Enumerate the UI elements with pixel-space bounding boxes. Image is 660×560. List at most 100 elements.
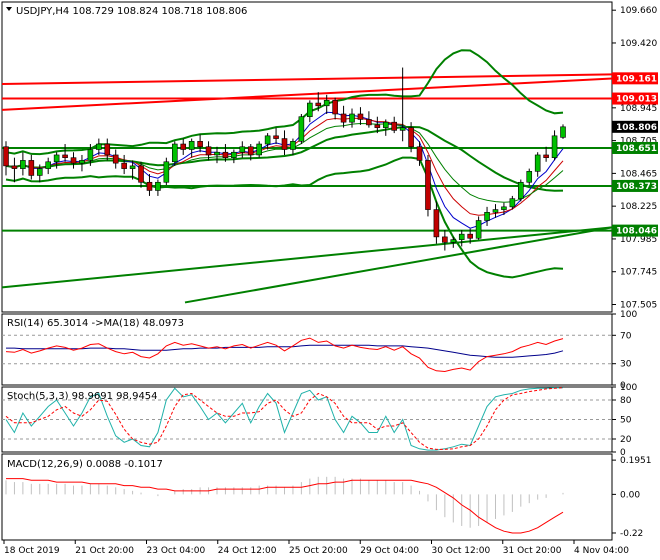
candle-body bbox=[450, 239, 457, 243]
price-tick-label: 108.225 bbox=[620, 202, 657, 212]
candle-body bbox=[475, 220, 482, 239]
macd-tick-label: 0.00 bbox=[620, 490, 640, 500]
candle-body bbox=[231, 151, 237, 158]
candle-body bbox=[222, 151, 229, 158]
candle-body bbox=[551, 135, 558, 158]
macd-panel: 0.1951 0.00 -0.22 bbox=[5, 456, 652, 539]
price-tick-label: 107.505 bbox=[620, 300, 657, 310]
price-label-text: 108.806 bbox=[616, 123, 657, 133]
candle-body bbox=[87, 149, 94, 161]
macd-tick-label: 0.1951 bbox=[620, 456, 652, 466]
trend-line bbox=[184, 226, 613, 304]
candle-body bbox=[492, 209, 499, 213]
x-tick-label: 31 Oct 20:00 bbox=[503, 546, 562, 556]
x-tick-label: 25 Oct 20:00 bbox=[289, 546, 348, 556]
candle-body bbox=[501, 206, 507, 210]
candle-body bbox=[3, 146, 9, 167]
symbol-dropdown-icon[interactable] bbox=[6, 7, 12, 11]
candle-body bbox=[298, 116, 305, 142]
stoch-frame bbox=[1, 386, 613, 453]
main-header: USDJPY,H4 108.729 108.824 108.718 108.80… bbox=[16, 6, 247, 17]
candle-body bbox=[45, 161, 51, 169]
price-label-box bbox=[612, 141, 658, 154]
candle-body bbox=[518, 181, 524, 199]
candle-body bbox=[484, 212, 490, 221]
price-label-text: 108.046 bbox=[616, 227, 657, 237]
candle-body bbox=[458, 233, 465, 240]
candle-body bbox=[374, 124, 381, 128]
candle-body bbox=[332, 100, 338, 115]
candle-body bbox=[256, 143, 262, 156]
candle-body bbox=[290, 140, 296, 150]
price-tick-label: 108.465 bbox=[620, 169, 657, 179]
candle-body bbox=[36, 168, 43, 176]
candle-body bbox=[96, 143, 102, 150]
candle-body bbox=[281, 138, 288, 150]
candle-body bbox=[70, 157, 77, 164]
stoch-header: Stoch(5,3,3) 98.9691 98.9454 bbox=[7, 391, 158, 402]
main-price-panel: 109.660 109.420 108.945 108.705 108.465 108.2… bbox=[1, 6, 658, 310]
rsi-line bbox=[5, 337, 564, 373]
candle-body bbox=[121, 162, 127, 169]
candle-body bbox=[273, 135, 279, 139]
candle-body bbox=[534, 154, 541, 172]
price-label-text: 108.373 bbox=[616, 182, 657, 192]
time-axis: 18 Oct 2019 21 Oct 20:00 23 Oct 04:00 24 Oc… bbox=[3, 540, 629, 556]
stoch-tick-label: 100 bbox=[620, 383, 637, 393]
macd-tick-label: -0.22 bbox=[620, 529, 643, 539]
x-tick-label: 29 Oct 04:00 bbox=[360, 546, 419, 556]
price-label-box bbox=[612, 92, 658, 105]
stoch-signal-line bbox=[5, 387, 564, 450]
candle-body bbox=[146, 181, 153, 191]
bollinger-lower-line bbox=[5, 156, 564, 279]
candle-body bbox=[399, 127, 406, 131]
candle-body bbox=[408, 127, 414, 148]
candle-body bbox=[79, 160, 85, 164]
x-tick-label: 18 Oct 2019 bbox=[4, 546, 60, 556]
candle-body bbox=[416, 146, 423, 161]
price-tick-label: 107.745 bbox=[620, 268, 657, 278]
price-label-box bbox=[612, 224, 658, 237]
stochastic-panel: 100 80 50 20 0 bbox=[2, 383, 637, 458]
candle-body bbox=[53, 154, 60, 163]
candle-body bbox=[307, 102, 313, 118]
candle-body bbox=[197, 140, 203, 148]
price-label-text: 108.651 bbox=[616, 144, 657, 154]
stoch-tick-label: 80 bbox=[620, 396, 632, 406]
candle-body bbox=[155, 181, 161, 191]
candle-body bbox=[205, 146, 212, 156]
candle-body bbox=[214, 151, 220, 156]
price-tick-label: 108.945 bbox=[620, 104, 657, 114]
bollinger-middle-line bbox=[5, 126, 564, 192]
candle-body bbox=[382, 121, 389, 128]
candle-body bbox=[442, 236, 448, 243]
price-label-box bbox=[612, 72, 658, 85]
trend-line bbox=[1, 73, 613, 85]
candle-body bbox=[526, 171, 533, 183]
x-tick-label: 4 Nov 04:00 bbox=[574, 546, 629, 556]
price-tick-label: 108.705 bbox=[620, 137, 657, 147]
candle-body bbox=[433, 209, 440, 238]
x-tick-label: 24 Oct 12:00 bbox=[218, 546, 277, 556]
stoch-tick-label: 50 bbox=[620, 416, 632, 426]
candle-body bbox=[509, 198, 516, 208]
macd-header: MACD(12,26,9) 0.0088 -0.1017 bbox=[7, 459, 163, 470]
x-tick-label: 21 Oct 20:00 bbox=[75, 546, 134, 556]
x-tick-label: 23 Oct 04:00 bbox=[147, 546, 206, 556]
stoch-tick-label: 0 bbox=[620, 448, 626, 458]
price-label-text: 109.013 bbox=[616, 95, 657, 105]
rsi-tick-label: 100 bbox=[620, 310, 637, 320]
rsi-frame bbox=[1, 313, 613, 386]
candle-body bbox=[104, 143, 111, 156]
candle-body bbox=[264, 135, 271, 145]
candle-body bbox=[323, 100, 330, 107]
rsi-tick-label: 70 bbox=[620, 331, 632, 341]
candle-body bbox=[11, 165, 18, 169]
price-tick-label: 107.985 bbox=[620, 235, 657, 245]
rsi-panel: 100 70 30 0 bbox=[2, 310, 637, 391]
price-label-text: 109.161 bbox=[616, 74, 657, 84]
candle-body bbox=[239, 146, 246, 153]
macd-frame bbox=[1, 453, 613, 541]
stoch-tick-label: 20 bbox=[620, 435, 632, 445]
